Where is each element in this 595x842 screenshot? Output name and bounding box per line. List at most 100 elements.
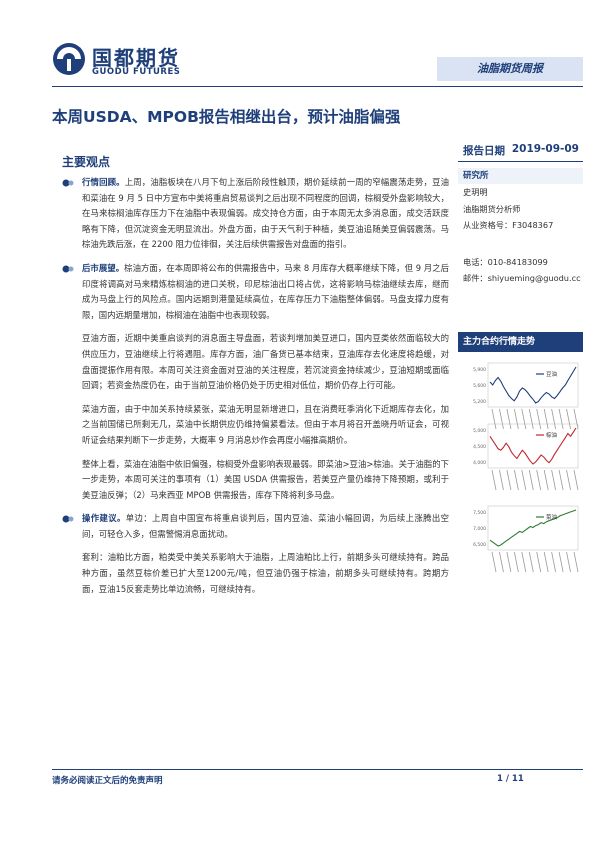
paragraph-lead: 后市展望。 bbox=[82, 262, 125, 273]
bullet-icon bbox=[62, 265, 74, 273]
x-tick-label-mark bbox=[543, 469, 549, 491]
paragraph-text: 豆油方面，近期中美重启谈判的消息面主导盘面，若谈判增加美豆进口，国内豆类依然面临… bbox=[82, 333, 449, 391]
paragraph-rapeseed-oil: 菜油方面，由于中加关系持续紧张，菜油无明显新增进口，且在消费旺季消化下近期库存去… bbox=[62, 402, 449, 449]
paragraph-text: 菜油方面，由于中加关系持续紧张，菜油无明显新增进口，且在消费旺季消化下近期库存去… bbox=[82, 403, 449, 445]
paragraph-arbitrage: 套利：油粕比方面，粕类受中美关系影响大于油脂，上周油粕比上行，前期多头可继续持有… bbox=[62, 550, 449, 597]
paragraph-text: 套利：油粕比方面，粕类受中美关系影响大于油脂，上周油粕比上行，前期多头可继续持有… bbox=[82, 552, 449, 594]
x-tick-label-mark bbox=[573, 408, 579, 430]
legend-label: 豆油 bbox=[546, 370, 558, 378]
company-logo: 国都期货 GUODU FUTURES bbox=[52, 40, 202, 80]
x-tick-label-mark bbox=[491, 469, 497, 491]
x-tick-label-mark bbox=[521, 408, 527, 430]
x-tick-label-mark bbox=[566, 408, 571, 430]
x-tick-label-mark bbox=[506, 408, 512, 430]
x-tick-label-mark bbox=[499, 469, 504, 491]
bullet-icon bbox=[62, 179, 74, 187]
report-date-label: 报告日期 bbox=[463, 145, 505, 157]
analyst-title: 油脂期货分析师 bbox=[463, 203, 521, 214]
x-tick-label-mark bbox=[528, 408, 534, 430]
date-divider bbox=[458, 161, 583, 162]
chart-rapeseed-oil: 7,500 7,000 6,500 菜油 bbox=[458, 500, 583, 585]
x-tick-label-mark bbox=[491, 551, 497, 573]
y-tick-label: 7,500 bbox=[473, 510, 486, 516]
y-tick-label: 5,200 bbox=[473, 399, 486, 405]
trend-chart-svg: 7,500 7,000 6,500 菜油 bbox=[473, 505, 579, 573]
y-tick-label: 6,500 bbox=[473, 542, 486, 548]
x-tick-label-mark bbox=[513, 408, 519, 430]
x-tick-label-mark bbox=[558, 551, 564, 573]
analyst-cert: 从业资格号：F3048367 bbox=[463, 220, 554, 230]
price-series-line bbox=[489, 427, 577, 465]
x-tick-label-mark bbox=[528, 469, 534, 491]
main-body: 行情回顾。上周，油脂板块在八月下旬上涨后阶段性触顶，期价延续前一周的窄幅震荡走势… bbox=[62, 175, 449, 605]
x-tick-label-mark bbox=[513, 551, 519, 573]
price-series-line bbox=[489, 366, 577, 404]
x-tick-label-mark bbox=[551, 551, 557, 573]
paragraph-lead: 行情回顾。 bbox=[82, 177, 125, 187]
paragraph-suggestion: 操作建议。单边：上周自中国宣布将重启谈判后，国内豆油、菜油小幅回调，为后续上涨腾… bbox=[62, 511, 449, 542]
paragraph-text: 上周，油脂板块在八月下旬上涨后阶段性触顶，期价延续前一周的窄幅震荡走势，豆油和菜… bbox=[82, 177, 450, 250]
plot-frame bbox=[487, 362, 579, 408]
x-tick-label-mark bbox=[536, 551, 542, 573]
x-tick-label-mark bbox=[551, 408, 557, 430]
paragraph-text: 棕油方面，在本周即将公布的供需报告中，马来 8 月库存大概率继续下降，但 9 月… bbox=[82, 262, 449, 320]
trend-heading: 主力合约行情走势 bbox=[458, 332, 583, 352]
paragraph-text: 整体上看，菜油在油脂中依旧偏强，棕榈受外盘影响表现最弱。即菜油>豆油>棕油。关于… bbox=[82, 458, 449, 500]
x-tick-label-mark bbox=[521, 469, 527, 491]
paragraph-summary: 整体上看，菜油在油脂中依旧偏强，棕榈受外盘影响表现最弱。即菜油>豆油>棕油。关于… bbox=[62, 457, 449, 504]
x-tick-label-mark bbox=[558, 469, 564, 491]
analyst-heading: 研究所 bbox=[458, 168, 583, 184]
logo-mark-icon bbox=[53, 43, 85, 75]
x-tick-label-mark bbox=[558, 408, 564, 430]
x-tick-label-mark bbox=[521, 551, 527, 573]
x-tick-label-mark bbox=[566, 551, 571, 573]
chart-palm-oil: 5,000 4,500 4,000 棕油 bbox=[458, 418, 583, 503]
x-tick-label-mark bbox=[528, 551, 534, 573]
trend-chart-svg: 5,000 4,500 4,000 棕油 bbox=[473, 423, 579, 491]
x-tick-label-mark bbox=[491, 408, 497, 430]
y-tick-label: 4,000 bbox=[473, 460, 486, 466]
y-tick-label: 5,000 bbox=[473, 428, 486, 434]
paragraph-market-review: 行情回顾。上周，油脂板块在八月下旬上涨后阶段性触顶，期价延续前一周的窄幅震荡走势… bbox=[62, 175, 449, 253]
bullet-icon bbox=[62, 515, 74, 523]
analyst-name: 史玥明 bbox=[463, 187, 488, 197]
chart-soybean-oil: 5,900 5,600 5,200 豆油 bbox=[458, 357, 583, 442]
y-tick-label: 5,900 bbox=[473, 367, 486, 373]
price-series-line bbox=[489, 509, 577, 547]
footer-divider bbox=[52, 769, 583, 770]
page-number: 1 / 11 bbox=[497, 774, 524, 784]
plot-frame bbox=[487, 505, 579, 551]
legend-label: 菜油 bbox=[546, 513, 558, 521]
plot-frame bbox=[487, 423, 579, 469]
x-tick-label-mark bbox=[573, 469, 579, 491]
y-tick-label: 7,000 bbox=[473, 526, 486, 532]
footer-disclaimer: 请务必阅读正文后的免责声明 bbox=[52, 776, 163, 786]
x-tick-label-mark bbox=[499, 408, 504, 430]
header-divider bbox=[52, 86, 583, 87]
x-tick-label-mark bbox=[566, 469, 571, 491]
logo-name-cn: 国都期货 bbox=[92, 46, 180, 70]
analyst-email[interactable]: 邮件：shiyueming@guodu.cc bbox=[463, 273, 581, 283]
x-tick-label-mark bbox=[506, 469, 512, 491]
x-tick-label-mark bbox=[506, 551, 512, 573]
x-tick-label-mark bbox=[499, 551, 504, 573]
x-tick-label-mark bbox=[536, 469, 542, 491]
report-date-value: 2019-09-09 bbox=[511, 143, 579, 155]
report-date: 报告日期 2019-09-09 bbox=[458, 143, 583, 159]
report-type-tag: 油脂期货周报 bbox=[437, 57, 583, 81]
x-tick-label-mark bbox=[543, 551, 549, 573]
x-tick-label-mark bbox=[536, 408, 542, 430]
report-title: 本周USDA、MPOB报告相继出台，预计油脂偏强 bbox=[52, 108, 401, 126]
analyst-phone: 电话：010-84183099 bbox=[463, 256, 548, 267]
paragraph-soybean-oil: 豆油方面，近期中美重启谈判的消息面主导盘面，若谈判增加美豆进口，国内豆类依然面临… bbox=[62, 331, 449, 393]
analyst-info: 研究所 史玥明 油脂期货分析师 从业资格号：F3048367 电话：010-84… bbox=[458, 168, 583, 287]
x-tick-label-mark bbox=[573, 551, 579, 573]
logo-name-en: GUODU FUTURES bbox=[92, 67, 181, 77]
paragraph-lead: 操作建议。 bbox=[82, 513, 126, 524]
legend-label: 棕油 bbox=[546, 431, 558, 439]
x-tick-label-mark bbox=[513, 469, 519, 491]
x-tick-label-mark bbox=[543, 408, 549, 430]
y-tick-label: 5,600 bbox=[473, 383, 486, 389]
y-tick-label: 4,500 bbox=[473, 444, 486, 450]
paragraph-text: 单边：上周自中国宣布将重启谈判后，国内豆油、菜油小幅回调，为后续上涨腾出空间，可… bbox=[82, 513, 449, 539]
